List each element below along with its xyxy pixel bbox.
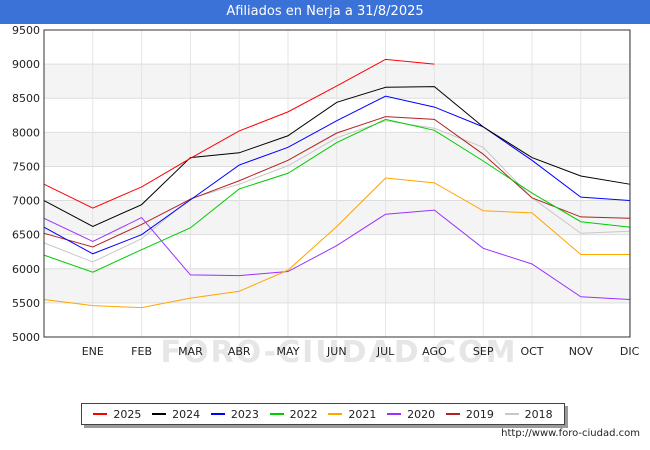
series-line-2021 (43, 177, 630, 309)
legend-item-2024: 2024 (152, 408, 200, 421)
series-line-2024 (43, 86, 630, 228)
x-tick-label: AGO (422, 345, 447, 358)
legend-label: 2018 (524, 407, 553, 421)
x-tick-label: FEB (131, 345, 152, 358)
x-tick-label: MAR (178, 345, 203, 358)
legend-item-2025: 2025 (93, 408, 141, 421)
legend-swatch (504, 413, 519, 415)
legend-item-2022: 2022 (269, 407, 318, 421)
y-tick-label: 6500 (12, 229, 40, 242)
legend-swatch (328, 413, 343, 415)
legend-swatch (387, 413, 402, 415)
legend-item-2018: 2018 (504, 407, 553, 421)
x-tick-label: MAY (277, 345, 300, 358)
legend-item-2019: 2019 (445, 407, 494, 421)
legend-label: 2023 (230, 407, 259, 421)
series-line-2020 (43, 209, 630, 300)
watermark: FORO-CIUDAD.COM (161, 335, 518, 370)
x-tick-label: JUN (326, 345, 347, 358)
legend-swatch (269, 413, 284, 415)
y-tick-label: 5000 (12, 331, 40, 344)
source-text: http://www.foro-ciudad.com (501, 428, 640, 439)
x-tick-label: ENE (82, 345, 104, 358)
y-tick-label: 9500 (12, 24, 40, 37)
x-axis-labels: ENE FEB MAR ABR MAY JUN JUL AGO SEP OCT NOV DIC (82, 345, 640, 358)
legend-label: 2024 (172, 407, 201, 421)
y-tick-label: 8000 (12, 126, 40, 139)
x-tick-label: DIC (620, 345, 640, 358)
chart-title: Afiliados en Nerja a 31/8/2025 (0, 0, 650, 24)
x-tick-label: OCT (520, 345, 543, 358)
y-tick-label: 5500 (12, 297, 40, 310)
plot-border (43, 29, 631, 338)
legend-swatch (445, 413, 460, 415)
legend-swatch (152, 413, 167, 415)
y-axis-labels: 9500 9000 8500 8000 7500 7000 6500 6000 5500 5000 (12, 24, 40, 344)
y-tick-label: 7000 (12, 195, 40, 208)
legend-label: 2019 (465, 407, 494, 421)
series-line-2019 (43, 116, 630, 248)
legend-swatch (93, 413, 108, 415)
y-tick-label: 6000 (12, 263, 40, 276)
series-lines (43, 58, 630, 309)
legend-label: 2025 (113, 407, 142, 421)
legend-label: 2020 (407, 407, 436, 421)
series-line-2025 (43, 58, 435, 209)
chart-area: FORO-CIUDAD.COM 9500 9000 8500 8000 7500 7000… (0, 24, 650, 450)
y-tick-label: 9000 (12, 58, 40, 71)
legend: 2025 2024 2023 2022 2021 2020 2019 2018 (81, 403, 565, 425)
x-tick-label: NOV (569, 345, 594, 358)
legend-label: 2022 (289, 407, 318, 421)
x-tick-label: ABR (228, 345, 251, 358)
y-tick-label: 7500 (12, 160, 40, 173)
legend-item-2021: 2021 (328, 408, 376, 421)
line-chart: FORO-CIUDAD.COM 9500 9000 8500 8000 7500 7000… (12, 24, 640, 370)
legend-item-2020: 2020 (387, 408, 435, 421)
y-tick-label: 8500 (12, 92, 40, 105)
legend-label: 2021 (348, 407, 377, 421)
series-line-2022 (43, 118, 630, 273)
legend-item-2023: 2023 (210, 407, 259, 421)
x-tick-label: SEP (473, 345, 494, 358)
legend-swatch (210, 413, 225, 415)
x-tick-label: JUL (376, 345, 395, 358)
series-line-2023 (43, 95, 630, 255)
